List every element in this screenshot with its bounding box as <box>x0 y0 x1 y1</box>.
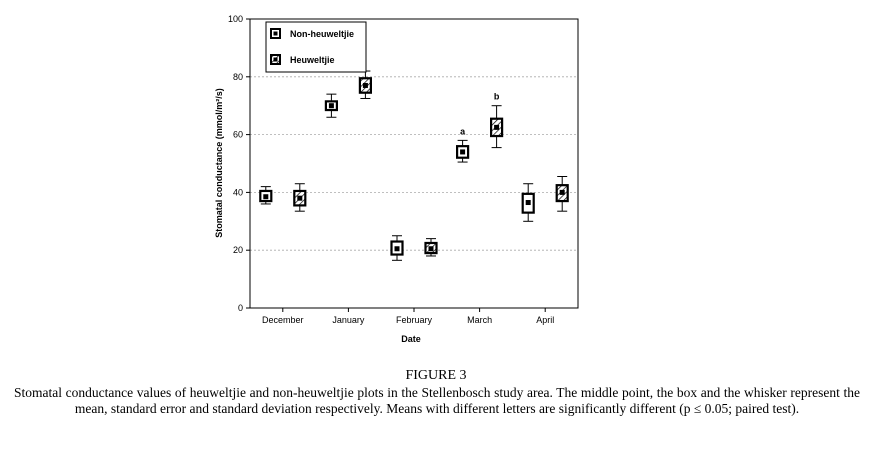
legend-label-heuweltjie: Heuweltjie <box>290 55 335 65</box>
mean-point <box>328 103 334 109</box>
y-tick-label: 20 <box>233 245 243 255</box>
mean-point <box>394 246 400 252</box>
mean-point <box>362 82 368 88</box>
legend-marker-heuweltjie <box>273 57 278 62</box>
y-tick-label: 60 <box>233 130 243 140</box>
figure-label: FIGURE 3 <box>405 368 467 383</box>
y-axis-title: Stomatal conductance (mmol/m²/s) <box>214 88 224 238</box>
x-tick-label: January <box>332 315 365 325</box>
legend-marker-non-heuweltjie <box>273 31 278 36</box>
x-tick-label: April <box>536 315 554 325</box>
box-non-heuweltjie <box>390 235 404 261</box>
box-heuweltjie <box>424 238 438 257</box>
significance-letters: ab <box>460 92 500 137</box>
legend-item-heuweltjie: Heuweltjie <box>270 54 335 65</box>
mean-point <box>263 194 269 200</box>
box-heuweltjie <box>293 183 307 212</box>
box-non-heuweltjie <box>456 139 470 163</box>
significance-letter: a <box>460 126 466 136</box>
x-tick-label: March <box>467 315 492 325</box>
box-series <box>259 70 569 261</box>
significance-letter: b <box>494 92 500 102</box>
legend: Non-heuweltjie Heuweltjie <box>265 21 367 73</box>
box-heuweltjie <box>358 70 372 99</box>
figure-caption: Stomatal conductance values of heuweltji… <box>14 385 860 416</box>
y-tick-label: 80 <box>233 72 243 82</box>
mean-point <box>460 149 466 155</box>
box-non-heuweltjie <box>259 186 273 205</box>
y-tick-label: 0 <box>238 303 243 313</box>
box-heuweltjie <box>555 176 569 212</box>
mean-point <box>559 189 565 195</box>
box-heuweltjie <box>490 105 504 149</box>
mean-point <box>525 200 531 206</box>
mean-point <box>494 124 500 130</box>
box-non-heuweltjie <box>324 93 338 118</box>
x-axis-title: Date <box>401 334 421 344</box>
stomatal-conductance-chart: 0 20 40 60 80 100 December January February Marc… <box>214 14 579 344</box>
legend-box <box>265 21 367 73</box>
grid-lines <box>250 76 578 251</box>
legend-label-non-heuweltjie: Non-heuweltjie <box>290 29 354 39</box>
mean-point <box>297 195 303 201</box>
x-tick-label: February <box>396 315 433 325</box>
x-axis-ticks: December January February March April <box>262 308 554 325</box>
mean-point <box>428 246 434 252</box>
x-tick-label: December <box>262 315 304 325</box>
y-tick-label: 100 <box>228 14 243 24</box>
y-tick-label: 40 <box>233 187 243 197</box>
y-axis-ticks: 0 20 40 60 80 100 <box>228 14 250 313</box>
legend-item-non-heuweltjie: Non-heuweltjie <box>270 28 354 39</box>
box-non-heuweltjie <box>521 183 535 222</box>
